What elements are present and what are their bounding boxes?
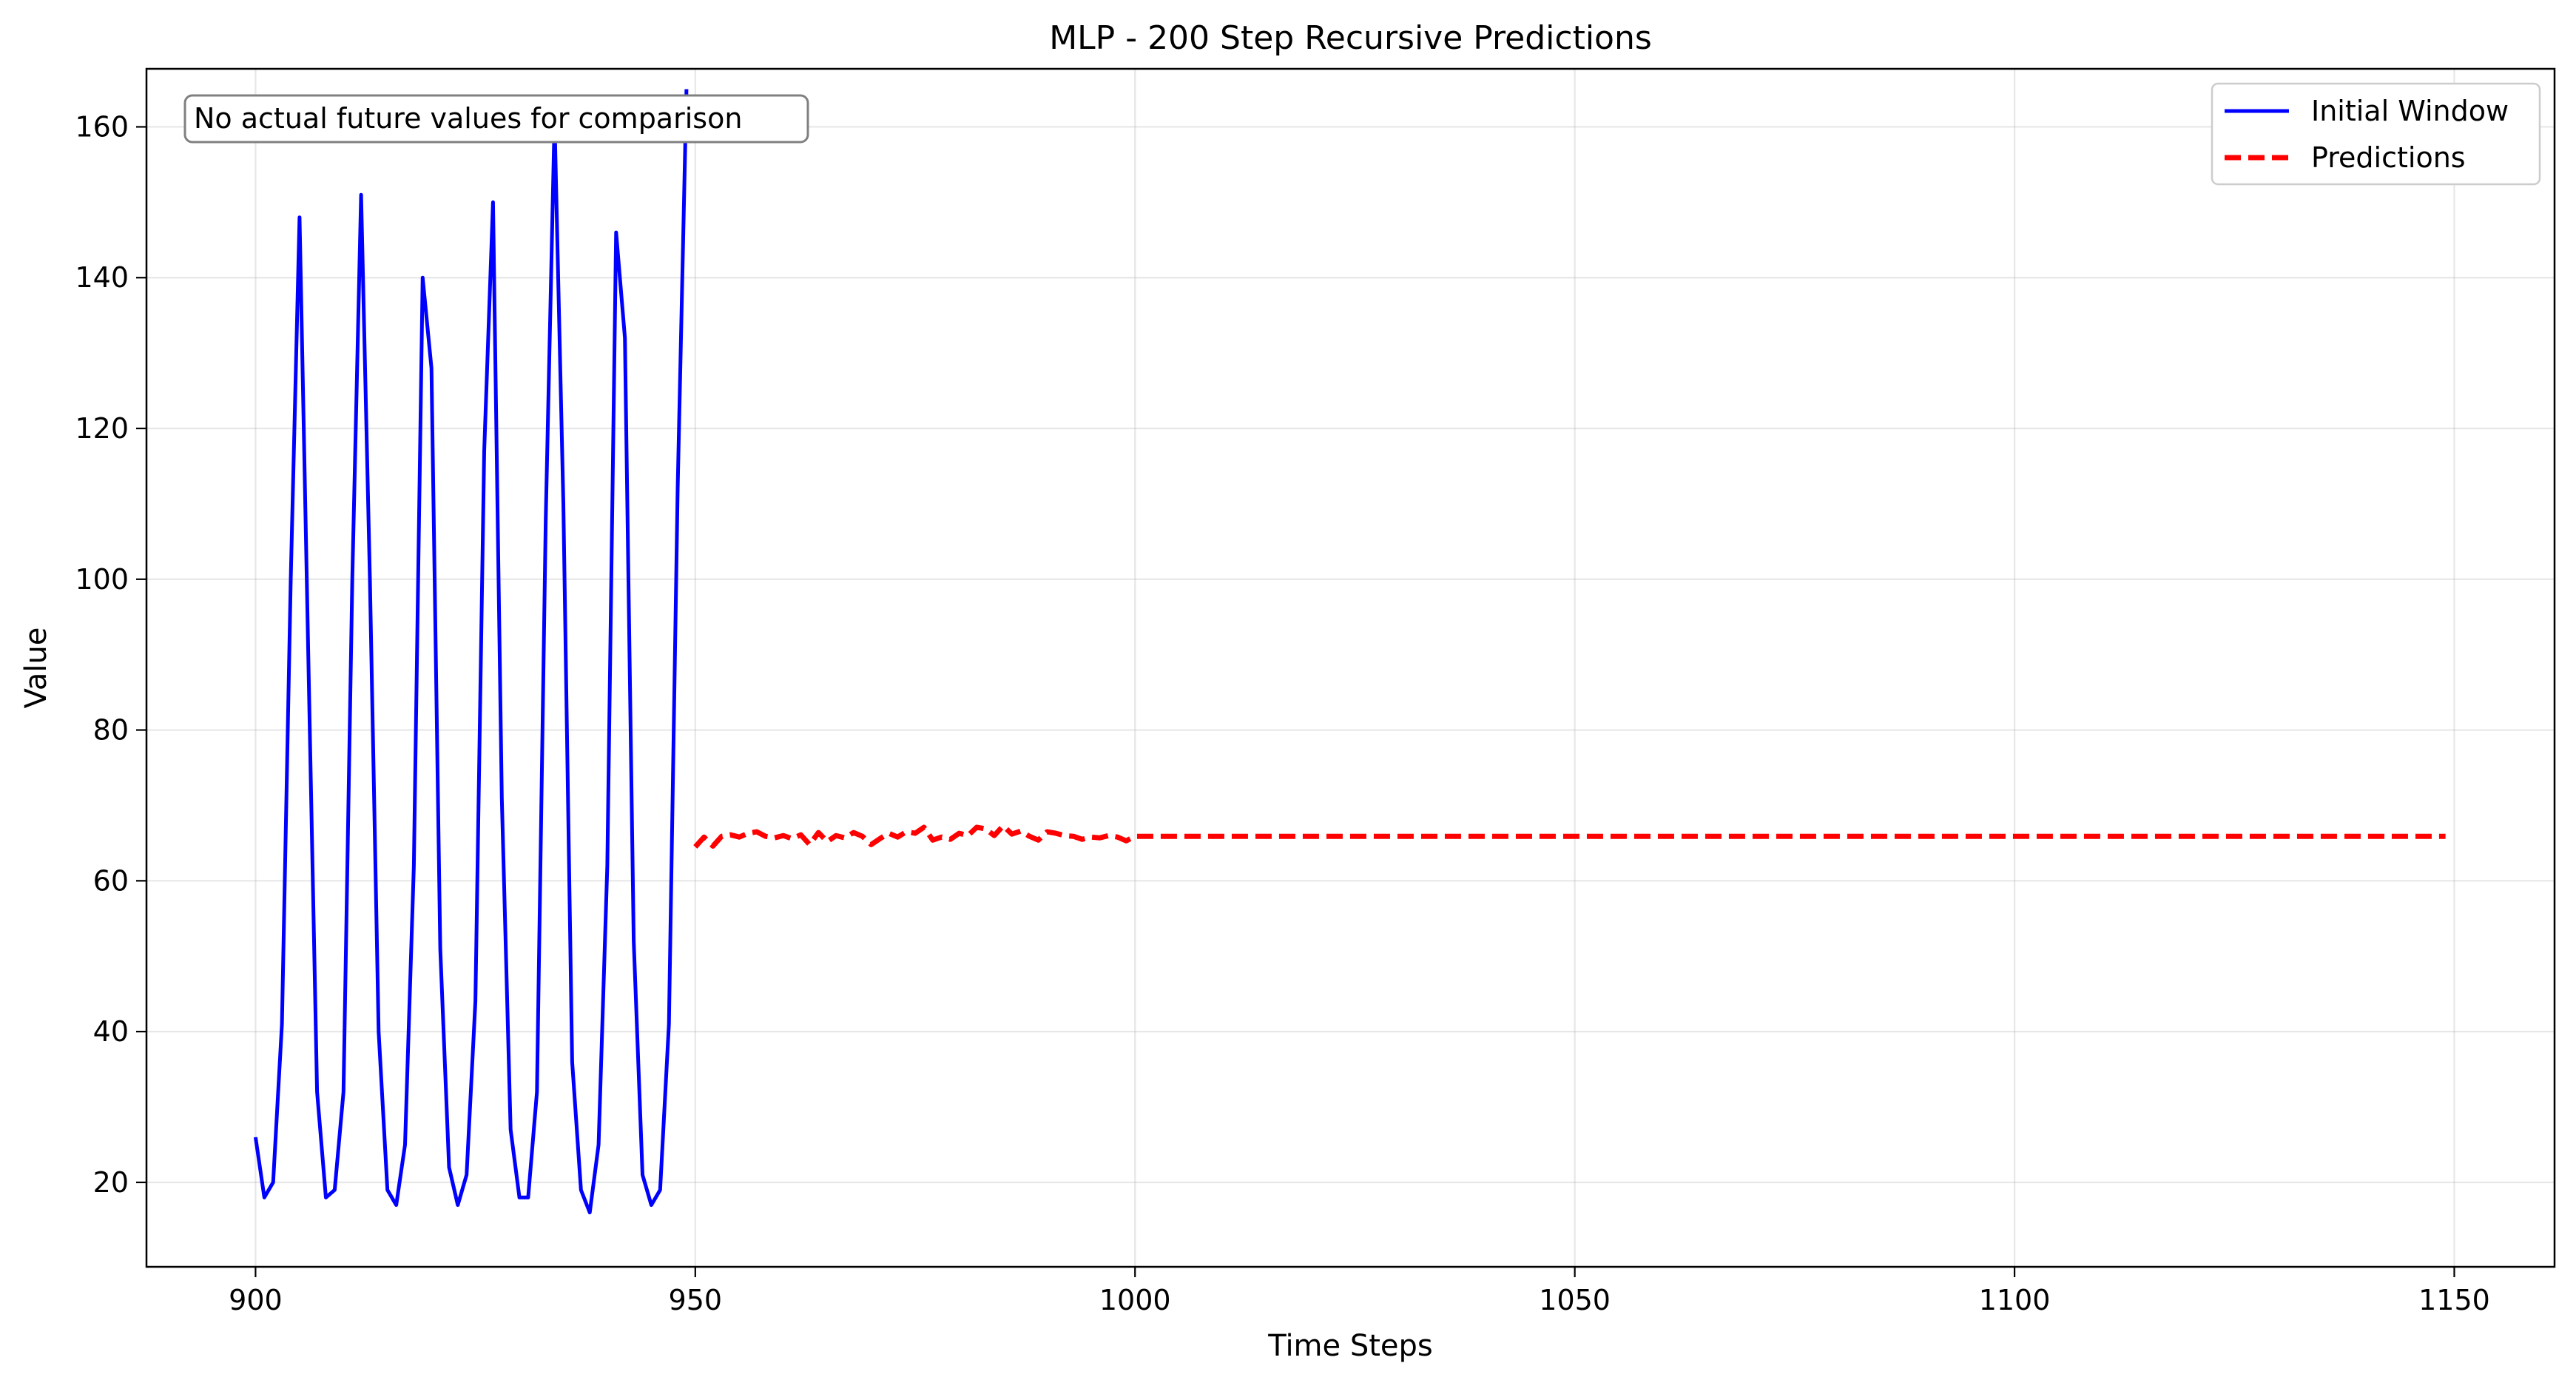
x-tick-label: 1100 — [1979, 1284, 2051, 1316]
x-tick-label: 950 — [669, 1284, 723, 1316]
chart-title: MLP - 200 Step Recursive Predictions — [1049, 19, 1652, 57]
series-line-0 — [253, 89, 689, 1215]
x-tick-label: 1150 — [2418, 1284, 2490, 1316]
legend-label-initial-window: Initial Window — [2311, 95, 2509, 127]
x-tick-label: 900 — [229, 1284, 283, 1316]
series-line-1 — [693, 823, 2446, 849]
y-tick-label: 40 — [93, 1015, 129, 1048]
plot-lines — [253, 89, 2446, 1215]
annotation-text: No actual future values for comparison — [194, 102, 742, 135]
y-tick-label: 60 — [93, 864, 129, 897]
y-axis-label: Value — [19, 627, 53, 709]
legend-label-predictions: Predictions — [2311, 141, 2466, 174]
x-tick-label: 1000 — [1099, 1284, 1171, 1316]
y-tick-label: 160 — [75, 110, 129, 143]
ticks: 900 950 1000 1050 1100 1150 20 40 60 80 100 120 140 1… — [75, 110, 2489, 1316]
grid — [146, 69, 2555, 1267]
annotation-box: No actual future values for comparison — [183, 94, 809, 144]
y-tick-label: 140 — [75, 261, 129, 294]
plot-frame — [145, 67, 2556, 1268]
y-tick-label: 20 — [93, 1166, 129, 1199]
y-tick-label: 80 — [93, 714, 129, 747]
x-axis-label: Time Steps — [1267, 1329, 1433, 1363]
annotation-frame — [183, 94, 809, 144]
x-tick-label: 1050 — [1539, 1284, 1611, 1316]
legend-frame — [2211, 82, 2541, 186]
y-tick-label: 100 — [75, 563, 129, 596]
legend: Initial Window Predictions — [2211, 82, 2541, 186]
y-tick-label: 120 — [75, 412, 129, 445]
